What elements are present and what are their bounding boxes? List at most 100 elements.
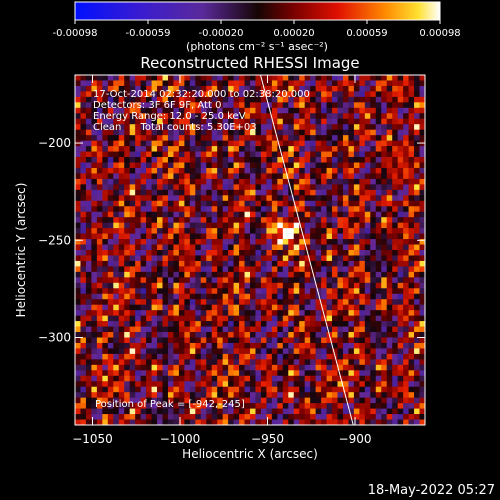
heatmap-cell <box>414 260 420 267</box>
heatmap-cell <box>381 222 388 229</box>
heatmap-cell <box>326 75 333 81</box>
heatmap-cell <box>80 321 87 327</box>
heatmap-cell <box>80 107 87 114</box>
heatmap-cell <box>173 146 180 152</box>
heatmap-cell <box>118 146 125 152</box>
heatmap-cell <box>304 124 311 130</box>
heatmap-cell <box>167 80 174 87</box>
heatmap-cell <box>277 403 284 409</box>
heatmap-cell <box>178 381 185 388</box>
heatmap-cell <box>107 200 114 207</box>
heatmap-cell <box>419 288 425 295</box>
heatmap-cell <box>288 293 295 300</box>
heatmap-cell <box>408 304 415 311</box>
heatmap-cell <box>288 326 295 333</box>
heatmap-cell <box>222 135 229 141</box>
heatmap-cell <box>157 386 163 393</box>
heatmap-cell <box>239 96 245 103</box>
heatmap-cell <box>135 326 141 333</box>
heatmap-cell <box>403 140 409 147</box>
heatmap-cell <box>277 91 284 98</box>
heatmap-cell <box>124 118 130 125</box>
heatmap-cell <box>135 337 141 344</box>
heatmap-cell <box>233 326 240 333</box>
heatmap-cell <box>364 260 371 267</box>
heatmap-cell <box>381 91 388 98</box>
heatmap-cell <box>146 288 152 295</box>
heatmap-cell <box>107 184 114 191</box>
heatmap-cell <box>200 129 207 136</box>
heatmap-cell <box>140 414 147 420</box>
heatmap-cell <box>184 102 191 109</box>
heatmap-cell <box>315 255 322 262</box>
heatmap-cell <box>315 91 322 98</box>
heatmap-cell <box>332 129 338 136</box>
heatmap-cell <box>189 408 196 415</box>
heatmap-cell <box>408 353 415 360</box>
heatmap-cell <box>189 217 196 223</box>
heatmap-cell <box>200 381 207 388</box>
heatmap-cell <box>408 282 415 289</box>
heatmap-cell <box>80 228 87 234</box>
heatmap-cell <box>195 342 202 349</box>
heatmap-cell <box>206 266 213 273</box>
heatmap-cell <box>135 321 141 327</box>
heatmap-cell <box>75 217 81 223</box>
heatmap-cell <box>397 342 404 349</box>
heatmap-cell <box>189 118 196 125</box>
heatmap-cell <box>359 255 366 262</box>
heatmap-cell <box>370 157 377 163</box>
heatmap-cell <box>403 85 409 92</box>
heatmap-cell <box>140 200 147 207</box>
heatmap-cell <box>80 364 87 371</box>
heatmap-cell <box>282 255 289 262</box>
heatmap-cell <box>419 315 425 322</box>
heatmap-cell <box>96 200 103 207</box>
heatmap-cell <box>315 321 322 327</box>
heatmap-cell <box>419 414 425 420</box>
heatmap-cell <box>277 239 284 245</box>
heatmap-cell <box>370 304 377 311</box>
heatmap-cell <box>277 107 284 114</box>
heatmap-cell <box>419 332 425 338</box>
heatmap-cell <box>397 91 404 98</box>
heatmap-cell <box>135 255 141 262</box>
heatmap-cell <box>233 408 240 415</box>
heatmap-cell <box>315 146 322 152</box>
heatmap-cell <box>146 359 152 366</box>
heatmap-cell <box>195 397 202 404</box>
heatmap-cell <box>419 255 425 262</box>
heatmap-cell <box>403 348 409 355</box>
heatmap-cell <box>124 381 130 388</box>
heatmap-cell <box>189 107 196 114</box>
heatmap-cell <box>184 392 191 398</box>
heatmap-cell <box>260 414 267 420</box>
heatmap-cell <box>414 332 420 338</box>
heatmap-cell <box>75 342 81 349</box>
heatmap-cell <box>250 107 256 114</box>
heatmap-cell <box>250 233 256 240</box>
heatmap-cell <box>113 129 120 136</box>
heatmap-cell <box>178 140 185 147</box>
heatmap-cell <box>299 419 305 425</box>
heatmap-cell <box>321 255 327 262</box>
heatmap-cell <box>299 397 305 404</box>
heatmap-cell <box>178 211 185 218</box>
heatmap-cell <box>113 124 120 130</box>
heatmap-cell <box>167 102 174 109</box>
heatmap-cell <box>129 326 136 333</box>
heatmap-cell <box>184 228 191 234</box>
heatmap-cell <box>244 375 251 382</box>
heatmap-cell <box>260 167 267 174</box>
heatmap-cell <box>392 239 398 245</box>
heatmap-cell <box>408 222 415 229</box>
heatmap-cell <box>288 282 295 289</box>
colorbar-tick-label: 0.00098 <box>419 28 460 39</box>
heatmap-cell <box>173 414 180 420</box>
heatmap-cell <box>113 217 120 223</box>
heatmap-cell <box>140 113 147 120</box>
heatmap-cell <box>326 173 333 180</box>
heatmap-cell <box>85 195 92 202</box>
heatmap-cell <box>80 260 87 267</box>
heatmap-cell <box>260 348 267 355</box>
